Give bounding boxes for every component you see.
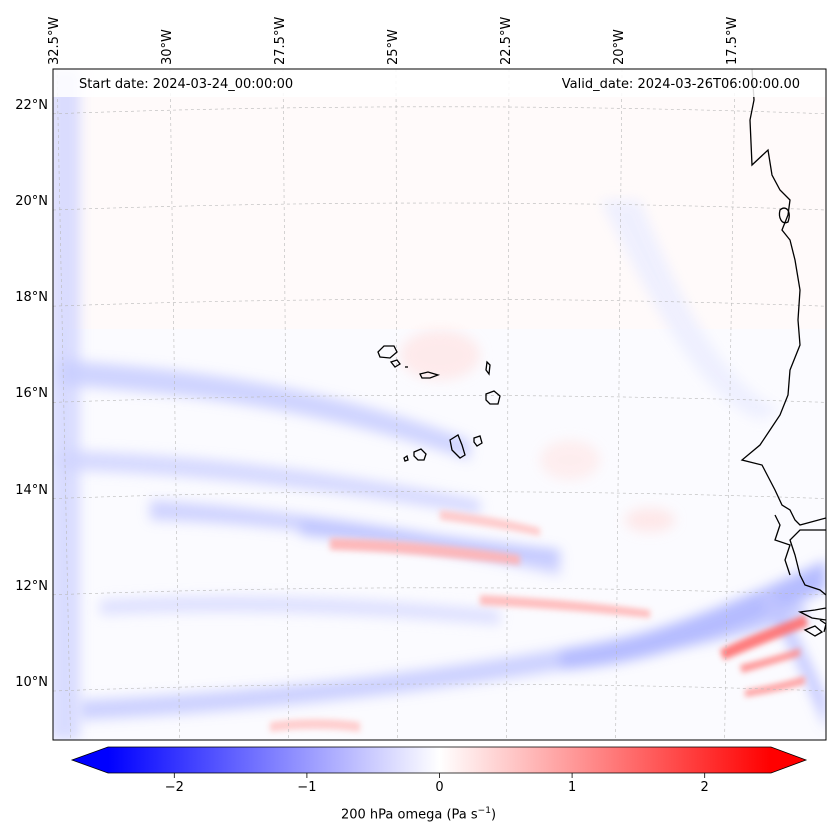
lat-gridline <box>53 683 826 692</box>
lat-tick-label: 20°N <box>15 194 48 209</box>
lon-tick-label: 25°W <box>386 29 401 65</box>
colorbar-label-close: ) <box>490 807 497 823</box>
island-maio <box>473 435 483 447</box>
island-santiago <box>449 434 466 459</box>
colorbar-tick-label: 1 <box>567 780 577 795</box>
island-boa-vista <box>485 390 501 405</box>
island-sal <box>485 360 491 376</box>
lon-tick-label: 30°W <box>160 29 175 65</box>
colorbar-label-exponent: −1 <box>477 806 491 816</box>
map-frame <box>52 68 827 741</box>
lat-gridline <box>53 202 826 211</box>
start-date-text: Start date: 2024-03-24_00:00:00 <box>79 77 294 92</box>
lon-tick-label: 17.5°W <box>725 16 740 65</box>
lat-tick-label: 12°N <box>15 578 48 594</box>
lon-gridline <box>506 69 510 740</box>
colorbar <box>70 746 808 778</box>
valid-date-text: Valid_date: 2024-03-26T06:00:00.00 <box>561 77 800 92</box>
colorbar-tick-label: 2 <box>700 780 709 795</box>
colorbar-label-text: 200 hPa omega (Pa s <box>340 807 478 823</box>
island-fogo <box>413 448 427 461</box>
lat-tick-label: 16°N <box>15 386 48 402</box>
lon-gridline <box>615 69 623 740</box>
lon-tick-label: 32.5°W <box>47 16 62 65</box>
colorbar-tick-label: −2 <box>164 780 184 795</box>
colorbar-tick-label: −1 <box>297 780 317 795</box>
colorbar-label: 200 hPa omega (Pa s−1) <box>0 806 837 822</box>
african-coastline <box>740 69 826 621</box>
map-gridlines <box>53 69 826 740</box>
lat-gridline <box>53 106 826 115</box>
island-sao-vicente <box>389 359 401 368</box>
lat-tick-label: 14°N <box>15 482 48 498</box>
lat-gridline <box>53 298 826 307</box>
lon-gridline <box>395 69 398 740</box>
lon-gridline <box>282 69 289 740</box>
colorbar-tick-label: 0 <box>435 780 444 795</box>
lat-gridline <box>53 587 826 596</box>
lat-tick-label: 18°N <box>15 290 48 306</box>
lat-tick-label: 22°N <box>15 97 48 113</box>
lon-tick-label: 22.5°W <box>499 16 514 65</box>
lon-gridline <box>56 69 71 740</box>
island-brava <box>403 454 409 462</box>
lon-gridline <box>169 69 180 740</box>
lon-tick-label: 20°W <box>612 29 627 65</box>
lat-gridline <box>53 395 826 403</box>
lat-tick-label: 10°N <box>15 675 48 690</box>
island-santo-antao <box>377 345 398 359</box>
coastlines <box>377 69 826 637</box>
lon-gridline <box>724 69 736 740</box>
lon-tick-label: 27.5°W <box>273 16 288 65</box>
omega-field <box>53 69 826 740</box>
lat-gridline <box>53 491 826 499</box>
island-sao-nicolau <box>419 371 441 379</box>
